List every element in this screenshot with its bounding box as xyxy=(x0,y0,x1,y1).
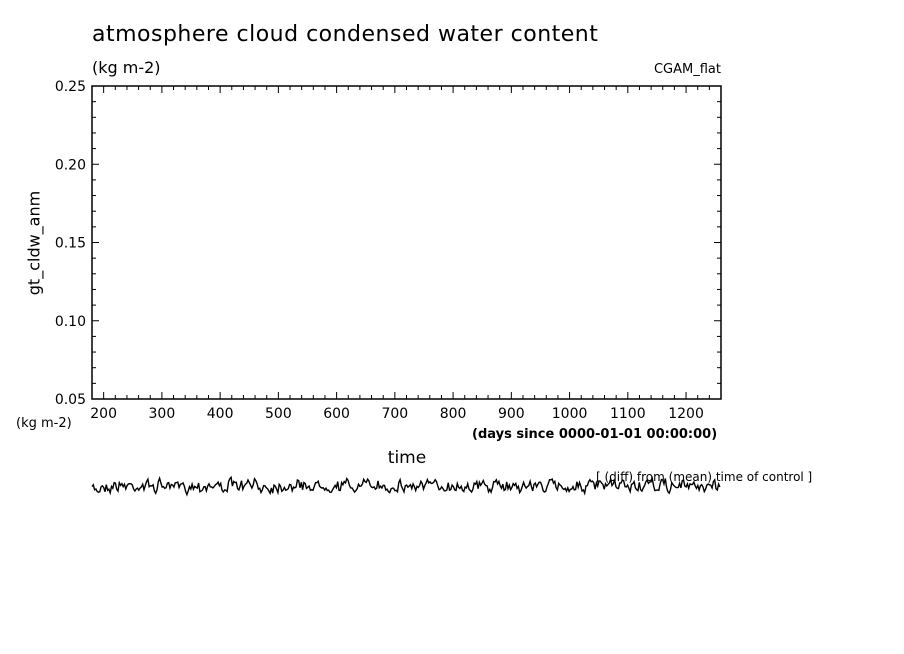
x-tick-label: 1100 xyxy=(610,406,646,422)
y-tick-label: 0.20 xyxy=(55,157,86,173)
x-tick-label: 500 xyxy=(265,406,292,422)
y-tick-label: 0.05 xyxy=(55,392,86,408)
x-tick-label: 600 xyxy=(323,406,350,422)
chart-subtitle: (kg m-2) xyxy=(92,58,161,77)
y-axis-ticks: 0.05 0.10 0.15 0.20 0.25 xyxy=(55,79,721,408)
plot-frame xyxy=(91,85,722,400)
y-tick-label: 0.25 xyxy=(55,79,86,95)
x-tick-label: 300 xyxy=(149,406,176,422)
x-axis-unit: (days since 0000-01-01 00:00:00) xyxy=(472,427,718,442)
x-tick-label: 800 xyxy=(440,406,467,422)
x-axis-ticks: 200 300 400 500 600 700 800 900 1000 1100 1200 xyxy=(90,86,722,422)
experiment-label: CGAM_flat xyxy=(653,62,721,77)
x-tick-label: 200 xyxy=(90,406,117,422)
anomaly-series-line xyxy=(91,475,721,497)
chart-title: atmosphere cloud condensed water content xyxy=(92,22,599,47)
x-tick-label: 1000 xyxy=(552,406,588,422)
y-axis-unit: (kg m-2) xyxy=(16,416,72,431)
difference-note: [ (diff) from (mean) time of control ] xyxy=(596,470,813,484)
x-tick-label: 700 xyxy=(381,406,408,422)
x-tick-label: 900 xyxy=(498,406,525,422)
x-axis-label: time xyxy=(387,448,427,468)
x-tick-label: 1200 xyxy=(668,406,704,422)
y-tick-label: 0.15 xyxy=(55,236,86,252)
y-tick-label: 0.10 xyxy=(55,314,86,330)
x-tick-label: 400 xyxy=(207,406,234,422)
